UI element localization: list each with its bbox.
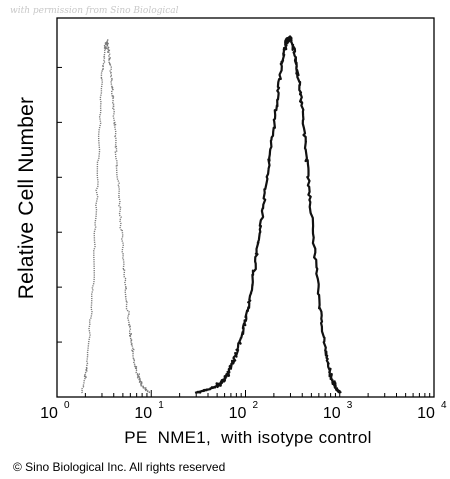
copyright-notice: © Sino Biological Inc. All rights reserv… (13, 460, 226, 474)
x-tick-exponent: 0 (64, 400, 70, 411)
x-tick-labels: 10 0 10 1 10 2 10 3 10 4 (40, 400, 447, 422)
x-tick-exponent: 3 (347, 400, 353, 411)
x-tick-exponent: 1 (158, 400, 164, 411)
x-axis-label: PE NME1, with isotype control (124, 428, 372, 447)
x-tick-label: 10 (134, 405, 152, 422)
x-tick-exponent: 2 (253, 400, 259, 411)
tick-marks (56, 66, 431, 397)
x-tick-label: 10 (40, 405, 58, 422)
x-tick-exponent: 4 (441, 400, 447, 411)
nme1-histogram (194, 35, 342, 394)
y-axis-label: Relative Cell Number (15, 96, 38, 300)
x-tick-label: 10 (229, 405, 247, 422)
x-tick-label: 10 (417, 405, 435, 422)
watermark-text: with permission from Sino Biological (10, 6, 179, 16)
plot-frame (56, 17, 435, 398)
isotype-control-histogram (80, 39, 151, 394)
series-layer (80, 35, 342, 394)
x-tick-label: 10 (323, 405, 341, 422)
